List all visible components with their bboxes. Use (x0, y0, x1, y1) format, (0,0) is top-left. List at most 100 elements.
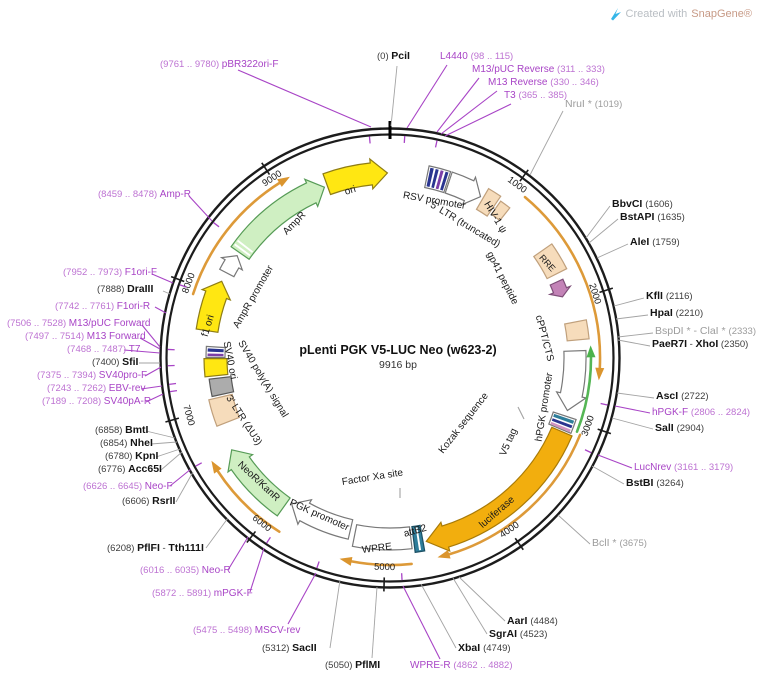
orf-arrow[interactable] (448, 433, 582, 556)
label-segment: (2116) (665, 291, 693, 302)
enzyme-label-nrui[interactable]: NruI * (1019) (565, 99, 622, 111)
leader-line-sv40pa-r (145, 393, 164, 403)
enzyme-label-kfli[interactable]: KflI (2116) (646, 290, 693, 303)
enzyme-label-sgrai[interactable]: SgrAI (4523) (489, 629, 547, 641)
label-segment: BspDI * - ClaI * (655, 325, 729, 337)
primer-label-t7[interactable]: (7468 .. 7487) T7 (67, 344, 140, 355)
enzyme-label-kpni[interactable]: (6780) KpnI (105, 450, 159, 463)
primer-label-l4440[interactable]: L4440 (98 .. 115) (440, 51, 513, 62)
primer-label-sv40pro-f[interactable]: (7375 .. 7394) SV40pro-F (37, 370, 147, 381)
label-segment: KflI (646, 290, 666, 302)
feature-band-wpre[interactable] (351, 523, 413, 551)
label-segment: BstBI (626, 477, 657, 489)
primer-label-m13-puc-reverse[interactable]: M13/pUC Reverse (311 .. 333) (472, 64, 605, 75)
feature-band-f1-ori[interactable] (195, 280, 232, 333)
feature-band-three-prime-ltr[interactable] (208, 393, 241, 427)
enzyme-label-rsrii[interactable]: (6606) RsrII (122, 495, 176, 508)
primer-label-m13-puc-forward[interactable]: (7506 .. 7528) M13/pUC Forward (7, 318, 151, 329)
label-segment: KpnI (135, 450, 159, 462)
enzyme-label-pcii[interactable]: (0) PciI (377, 51, 410, 63)
enzyme-label-nhei[interactable]: (6854) NheI (100, 438, 153, 450)
leader-line-l4440 (406, 64, 448, 129)
primer-site-mark (168, 382, 177, 385)
leader-line-sv40pro-f (144, 366, 162, 377)
primer-label-m13-reverse[interactable]: M13 Reverse (330 .. 346) (488, 77, 599, 88)
enzyme-label-sali[interactable]: SalI (2904) (655, 423, 704, 435)
primer-label-neo-r[interactable]: (6016 .. 6035) Neo-R (140, 565, 231, 576)
feature-band-gp41-peptide[interactable] (547, 278, 572, 298)
primer-label-mscv-rev[interactable]: (5475 .. 5498) MSCV-rev (193, 625, 300, 636)
primer-label-f1ori-f[interactable]: (7952 .. 7973) F1ori-F (63, 267, 157, 278)
enzyme-label-acc65i[interactable]: (6776) Acc65I (98, 464, 162, 476)
feature-band-sv40-ori[interactable] (203, 358, 229, 378)
label-segment: (6626 .. 6645) (83, 481, 145, 492)
primer-label-ebv-rev[interactable]: (7243 .. 7262) EBV-rev (47, 383, 145, 394)
label-segment: SacII (292, 642, 317, 654)
label-segment: PaeR7I (652, 338, 688, 350)
primer-label-mpgk-f[interactable]: (5872 .. 5891) mPGK-F (152, 588, 253, 599)
feature-band-sv40-polya[interactable] (208, 376, 235, 398)
plasmid-size: 9916 bp (379, 359, 417, 371)
leader-line-alei (596, 243, 629, 259)
feature-band-five-prime-ltr[interactable] (444, 171, 482, 206)
enzyme-label-draiii[interactable]: (7888) DraIII (97, 284, 153, 296)
leader-line-nrui (529, 110, 564, 176)
primer-label-sv40pa-r[interactable]: (7189 .. 7208) SV40pA-R (42, 396, 151, 407)
feature-band-hpgk-promoter[interactable] (555, 349, 588, 412)
enzyme-label-bcli[interactable]: BclI * (3675) (592, 538, 647, 550)
orf-arrow[interactable] (191, 181, 281, 296)
primer-label-f1ori-r[interactable]: (7742 .. 7761) F1ori-R (55, 301, 150, 312)
label-segment: (4749) (483, 643, 511, 654)
primer-label-t3[interactable]: T3 (365 .. 385) (504, 90, 567, 101)
primer-label-wpre-r[interactable]: WPRE-R (4862 .. 4882) (410, 660, 513, 671)
orf-arrowhead (586, 345, 596, 358)
enzyme-label-sfii[interactable]: (7400) SfiI (92, 357, 138, 369)
orf-arrow[interactable] (216, 469, 281, 533)
enzyme-label-bmti[interactable]: (6858) BmtI (95, 425, 148, 437)
enzyme-label-bstbi[interactable]: BstBI (3264) (626, 477, 684, 490)
orf-arrowhead (276, 176, 290, 187)
enzyme-label-hpai[interactable]: HpaI (2210) (650, 308, 703, 320)
enzyme-label-pflmi[interactable]: (5050) PflMI (325, 660, 380, 672)
feature-band-hiv1-psi-2[interactable] (490, 200, 511, 222)
label-segment: LucNrev (634, 462, 675, 473)
primer-label-amp-r[interactable]: (8459 .. 8478) Amp-R (98, 189, 191, 200)
primer-label-pbr322ori-f[interactable]: (9761 .. 9780) pBR322ori-F (160, 59, 279, 70)
enzyme-label-pflfi-tth111i[interactable]: (6208) PflFI - Tth111I (107, 543, 204, 555)
primer-label-lucnrev[interactable]: LucNrev (3161 .. 3179) (634, 462, 733, 473)
enzyme-label-alei[interactable]: AleI (1759) (630, 237, 680, 249)
enzyme-label-sacii[interactable]: (5312) SacII (262, 642, 317, 655)
feature-band-ampr-promoter[interactable] (218, 254, 244, 278)
primer-label-m13-forward[interactable]: (7497 .. 7514) M13 Forward (25, 331, 146, 342)
orf-arrow[interactable] (350, 560, 413, 567)
enzyme-label-asci[interactable]: AscI (2722) (656, 391, 709, 403)
enzyme-label-bbvci[interactable]: BbvCI (1606) (612, 199, 673, 211)
feature-band-rre[interactable] (532, 243, 568, 280)
leader-line-sali (611, 417, 654, 430)
enzyme-label-bspdi-clai[interactable]: BspDI * - ClaI * (2333) (655, 325, 756, 338)
primer-label-hpgk-f[interactable]: hPGK-F (2806 .. 2824) (652, 407, 750, 418)
feature-stripe-attb2 (415, 527, 422, 551)
enzyme-label-xbai[interactable]: XbaI (4749) (458, 643, 511, 655)
enzyme-label-aari[interactable]: AarI (4484) (507, 616, 558, 628)
feature-band-hiv1-psi-1[interactable] (475, 187, 502, 217)
feature-band-ori[interactable] (322, 157, 389, 196)
feature-band-pgk-promoter[interactable] (290, 498, 354, 540)
feature-band-luciferase[interactable] (425, 426, 573, 553)
orf-arrow[interactable] (523, 195, 602, 370)
orf-arrow[interactable] (575, 356, 593, 433)
label-segment: RsrII (152, 495, 176, 507)
primer-site-mark (195, 462, 203, 467)
feature-band-ampr[interactable] (230, 178, 326, 261)
label-segment: (4862 .. 4882) (453, 660, 513, 671)
leader-line-pflfi-tth111i (205, 517, 229, 549)
feature-band-cppt-cts[interactable] (563, 319, 590, 342)
label-segment: (0) (377, 51, 392, 62)
feature-band-neor-kanr[interactable] (227, 449, 291, 517)
enzyme-label-bstapi[interactable]: BstAPI (1635) (620, 212, 685, 224)
leader-line-draiii (162, 290, 171, 295)
leader-line-m13-reverse (440, 90, 498, 135)
label-segment: (5475 .. 5498) (193, 625, 255, 636)
primer-label-neo-f[interactable]: (6626 .. 6645) Neo-F (83, 481, 173, 492)
enzyme-label-paer7i-xhoi[interactable]: PaeR7I - XhoI (2350) (652, 338, 748, 351)
